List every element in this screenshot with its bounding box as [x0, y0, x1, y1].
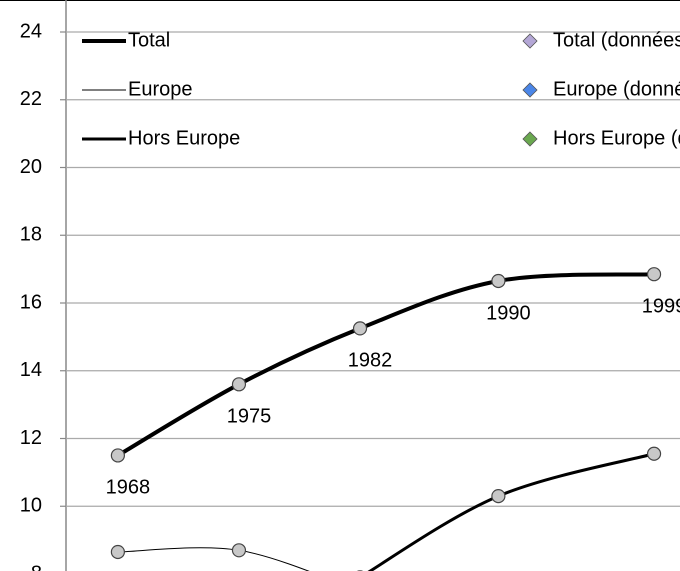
point: [110, 448, 125, 463]
legend-label: Hors Europe: [128, 127, 240, 149]
legend-diamond: [522, 82, 538, 98]
y-tick-label: 16: [20, 291, 42, 313]
point: [231, 377, 247, 392]
point: [352, 321, 368, 336]
y-tick-label: 12: [20, 427, 42, 449]
point: [110, 544, 125, 560]
legend-label: Total: [128, 29, 170, 51]
y-tick-label: 20: [20, 156, 42, 178]
legend-diamond: [522, 131, 538, 147]
y-tick-label: 8: [31, 562, 42, 571]
legend-label: Europe: [128, 78, 193, 100]
point: [646, 446, 662, 461]
series-line: [367, 452, 655, 571]
point-label: 1999: [642, 295, 680, 317]
point: [491, 273, 506, 289]
point: [491, 488, 506, 504]
legend-label: Total (données): [553, 29, 680, 51]
y-tick-label: 14: [20, 359, 42, 381]
y-tick-label: 22: [20, 88, 42, 110]
point-label: 1975: [227, 406, 272, 428]
point-label: 1968: [106, 477, 151, 499]
legend-diamond: [522, 33, 538, 49]
point: [231, 543, 247, 558]
y-tick-label: 18: [20, 224, 42, 246]
point: [646, 267, 662, 282]
point-label: 1990: [486, 302, 531, 324]
y-tick-label: 10: [20, 495, 42, 517]
legend-label: Europe (données): [553, 78, 680, 100]
y-tick-label: 24: [20, 20, 42, 42]
legend-label: Hors Europe (données): [553, 127, 680, 149]
point-label: 1982: [348, 350, 393, 372]
